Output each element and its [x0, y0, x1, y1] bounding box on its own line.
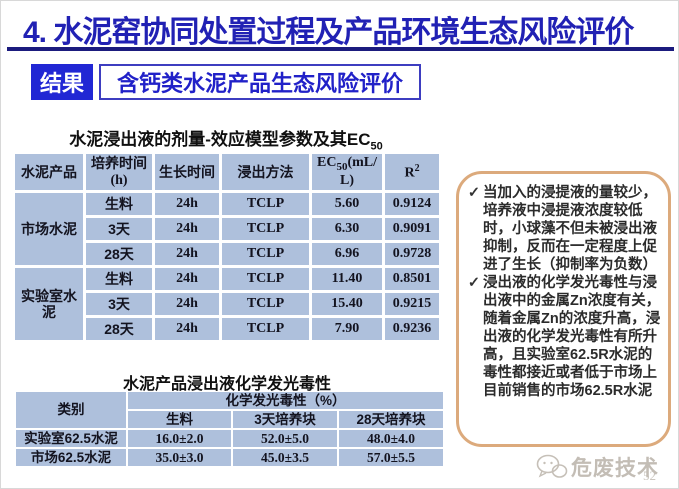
- table-cell: 7.90: [312, 318, 382, 340]
- table-cell: 52.0±5.0: [233, 430, 337, 447]
- wechat-icon: [536, 454, 568, 478]
- group-label-lab-cement: 实验室水泥: [15, 268, 83, 340]
- table-cell: TCLP: [222, 218, 309, 240]
- table-cell: 0.9091: [385, 218, 439, 240]
- table-cell: 0.8501: [385, 268, 439, 290]
- table-row: 实验室水泥 生料 24h TCLP 11.40 0.8501: [15, 268, 439, 340]
- note-text: 浸出液的化学发光毒性与浸出液中的金属Zn浓度有关，随着金属Zn的浓度升高，浸出液…: [483, 274, 661, 399]
- table-cell: 15.40: [312, 293, 382, 315]
- table-cell: 28天: [86, 243, 152, 265]
- table1-title: 水泥浸出液的剂量-效应模型参数及其EC50: [1, 125, 451, 152]
- col-header-3day: 3天培养块: [233, 411, 337, 428]
- table-cell: 生料: [86, 268, 152, 290]
- table-cell: 24h: [155, 268, 219, 290]
- table-row: 28天 24h TCLP 7.90 0.9236: [15, 318, 439, 340]
- note-item: ✓ 浸出液的化学发光毒性与浸出液中的金属Zn浓度有关，随着金属Zn的浓度升高，浸…: [465, 275, 662, 401]
- table-cell: 0.9236: [385, 318, 439, 340]
- table-cell: 11.40: [312, 268, 382, 290]
- table-row: 28天 24h TCLP 6.96 0.9728: [15, 243, 439, 265]
- subtitle-text: 含钙类水泥产品生态风险评价: [117, 71, 404, 96]
- col-header-r2: R2: [385, 154, 439, 190]
- table-cell: 生料: [86, 193, 152, 215]
- table-cell: 24h: [155, 318, 219, 340]
- table-cell: 6.96: [312, 243, 382, 265]
- table-row: 3天 24h TCLP 15.40 0.9215: [15, 293, 439, 315]
- table-header-row: 生料 3天培养块 28天培养块: [16, 411, 443, 428]
- result-badge: 结果: [31, 64, 93, 100]
- col-header-leach-method: 浸出方法: [222, 154, 309, 190]
- table-cell: 24h: [155, 293, 219, 315]
- table-cell: TCLP: [222, 193, 309, 215]
- col-header-raw: 生料: [128, 411, 231, 428]
- row-label-lab-625: 实验室62.5水泥: [16, 430, 126, 447]
- table-cell: 3天: [86, 293, 152, 315]
- table-cell: 0.9728: [385, 243, 439, 265]
- table-cell: 0.9124: [385, 193, 439, 215]
- table-cell: 35.0±3.0: [128, 449, 231, 466]
- table-row: 实验室62.5水泥 16.0±2.0 52.0±5.0 48.0±4.0: [16, 430, 443, 447]
- col-header-cultivation-time: 培养时间 (h): [86, 154, 152, 190]
- table-cell: TCLP: [222, 268, 309, 290]
- col-header-product: 水泥产品: [15, 154, 83, 190]
- table-cell: TCLP: [222, 243, 309, 265]
- subtitle-box: 含钙类水泥产品生态风险评价: [99, 64, 422, 100]
- table-cell: 5.60: [312, 193, 382, 215]
- col-header-toxicity-group: 化学发光毒性（%）: [128, 392, 443, 409]
- table-cell: 28天: [86, 318, 152, 340]
- checkmark-icon: ✓: [467, 185, 481, 201]
- table-row: 市场水泥 生料 24h TCLP 5.60 0.9124: [15, 193, 439, 265]
- table-cell: 24h: [155, 218, 219, 240]
- col-header-28day: 28天培养块: [339, 411, 443, 428]
- col-header-ec50: EC50(mL/L): [312, 154, 382, 190]
- page-title: 4. 水泥窑协同处置过程及产品环境生态风险评价: [23, 16, 634, 49]
- page-number: 52: [643, 468, 656, 483]
- table2-title: 水泥产品浸出液化学发光毒性: [122, 376, 331, 393]
- chemiluminescence-toxicity-table: 类别 化学发光毒性（%） 生料 3天培养块 28天培养块 实验室62.5水泥 1…: [14, 390, 445, 468]
- table-cell: TCLP: [222, 318, 309, 340]
- note-item: ✓ 当加入的浸提液的量较少，培养液中浸提液浓度较低时，小球藻不但未被浸出液抑制，…: [465, 185, 662, 275]
- ec50-model-table: 水泥产品 培养时间 (h) 生长时间 浸出方法 EC50(mL/L) R2 市场…: [12, 151, 442, 343]
- table-header-row: 水泥产品 培养时间 (h) 生长时间 浸出方法 EC50(mL/L) R2: [15, 154, 439, 190]
- note-text: 当加入的浸提液的量较少，培养液中浸提液浓度较低时，小球藻不但未被浸出液抑制，反而…: [483, 185, 657, 273]
- table-header-row: 类别 化学发光毒性（%）: [16, 392, 443, 428]
- notes-panel: ✓ 当加入的浸提液的量较少，培养液中浸提液浓度较低时，小球藻不但未被浸出液抑制，…: [456, 171, 671, 447]
- group-label-market-cement: 市场水泥: [15, 193, 83, 265]
- table-cell: 48.0±4.0: [339, 430, 443, 447]
- watermark-text: 危废技术: [571, 457, 659, 480]
- col-header-category: 类别: [16, 392, 126, 428]
- table-cell: 6.30: [312, 218, 382, 240]
- title-underline: [7, 47, 674, 51]
- table1-title-text: 水泥浸出液的剂量-效应模型参数及其EC: [69, 130, 371, 149]
- table-cell: TCLP: [222, 293, 309, 315]
- table-cell: 24h: [155, 193, 219, 215]
- col-header-growth-time: 生长时间: [155, 154, 219, 190]
- table1-title-subscript: 50: [370, 140, 383, 153]
- table-cell: 0.9215: [385, 293, 439, 315]
- table-cell: 3天: [86, 218, 152, 240]
- table-row: 3天 24h TCLP 6.30 0.9091: [15, 218, 439, 240]
- table-cell: 45.0±3.5: [233, 449, 337, 466]
- table-cell: 57.0±5.5: [339, 449, 443, 466]
- table-row: 市场62.5水泥 35.0±3.0 45.0±3.5 57.0±5.5: [16, 449, 443, 466]
- row-label-market-625: 市场62.5水泥: [16, 449, 126, 466]
- table-cell: 16.0±2.0: [128, 430, 231, 447]
- table-cell: 24h: [155, 243, 219, 265]
- watermark: 危废技术: [536, 452, 659, 482]
- checkmark-icon: ✓: [467, 274, 481, 291]
